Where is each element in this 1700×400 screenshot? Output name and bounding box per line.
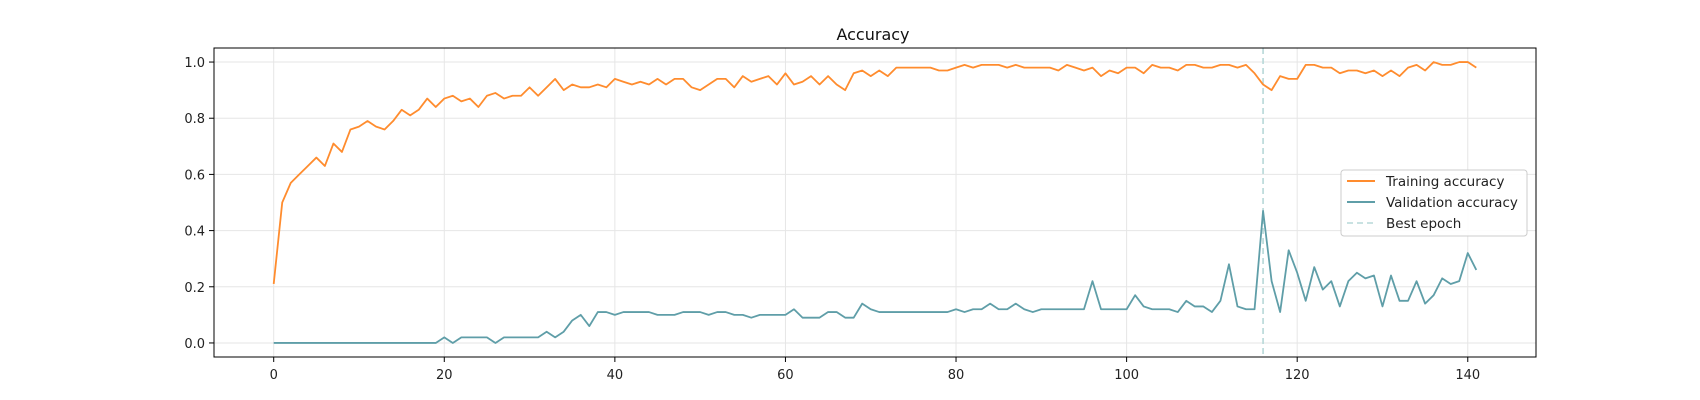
x-tick-label: 120 <box>1285 368 1310 383</box>
chart-title: Accuracy <box>836 25 909 44</box>
x-tick-label: 100 <box>1114 368 1139 383</box>
y-tick-label: 0.0 <box>184 337 205 352</box>
validation-accuracy-line <box>273 210 1478 344</box>
y-axis: 0.0 0.2 0.4 0.6 0.8 1.0 <box>184 56 214 352</box>
y-tick-label: 0.2 <box>184 281 205 296</box>
legend-label-best-epoch: Best epoch <box>1386 216 1461 232</box>
legend: Training accuracy Validation accuracy Be… <box>1340 169 1528 237</box>
legend-label-validation: Validation accuracy <box>1386 195 1518 211</box>
legend-label-training: Training accuracy <box>1385 174 1504 190</box>
x-tick-label: 20 <box>436 368 453 383</box>
x-tick-label: 60 <box>777 368 794 383</box>
training-accuracy-line <box>272 61 1477 285</box>
x-axis: 0 20 40 60 80 100 120 140 <box>270 357 1480 383</box>
y-tick-label: 1.0 <box>184 56 205 71</box>
x-tick-label: 0 <box>270 368 278 383</box>
y-tick-label: 0.6 <box>184 168 205 183</box>
y-tick-label: 0.8 <box>184 112 205 127</box>
series-layer <box>272 61 1478 344</box>
x-tick-label: 40 <box>607 368 624 383</box>
x-tick-label: 80 <box>948 368 965 383</box>
legend-box <box>1340 169 1528 237</box>
x-tick-label: 140 <box>1455 368 1480 383</box>
plot-frame <box>213 47 1537 358</box>
y-tick-label: 0.4 <box>184 225 205 240</box>
